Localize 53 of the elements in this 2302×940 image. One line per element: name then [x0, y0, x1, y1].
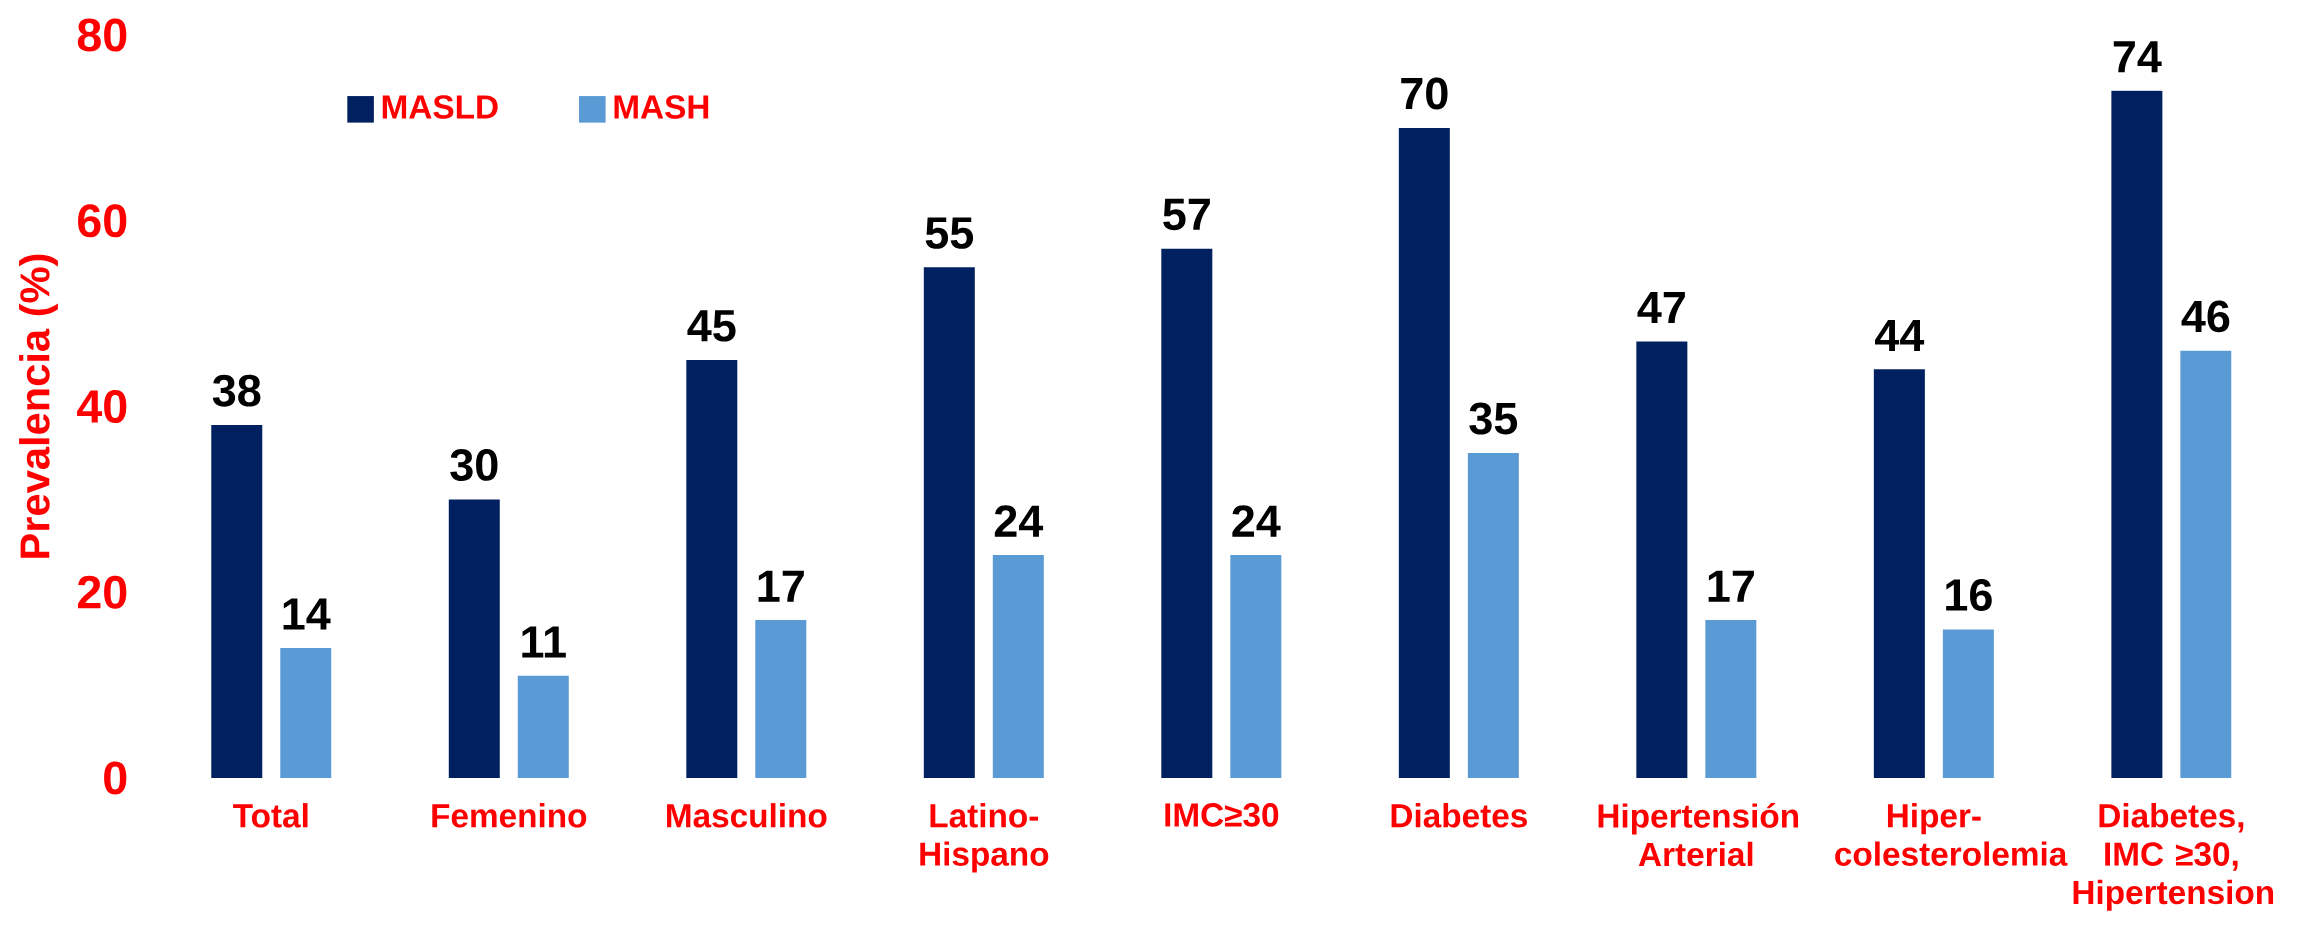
x-tick-label: Hipertensión Arterial	[1598, 803, 1799, 867]
bar	[923, 267, 975, 778]
data-label: 11	[522, 626, 566, 658]
data-label: 24	[1232, 505, 1281, 537]
bar	[448, 499, 500, 778]
bar	[280, 647, 332, 778]
data-label: 47	[1637, 292, 1685, 324]
x-tick-label: Masculino	[667, 803, 827, 828]
data-label: 16	[1946, 579, 1992, 611]
data-label: 30	[450, 449, 498, 481]
y-tick-label: 40	[77, 389, 127, 424]
bar	[1398, 127, 1450, 778]
x-tick-label: Femenino	[432, 803, 587, 828]
bar	[1873, 369, 1925, 778]
data-label: 55	[925, 217, 974, 249]
data-label: 45	[687, 310, 736, 342]
x-tick-label: IMC≥30	[1165, 803, 1279, 827]
bar	[992, 555, 1044, 778]
bar	[517, 675, 569, 778]
data-label: 14	[283, 598, 331, 630]
data-label: 24	[994, 505, 1044, 537]
bar	[1636, 341, 1688, 778]
x-tick-label: Diabetes, IMC ≥30, Hipertension	[2073, 803, 2274, 911]
x-tick-label: Hiper-colesterolemia	[1835, 803, 2068, 866]
x-tick-label: Diabetes	[1391, 803, 1527, 828]
bar	[755, 620, 807, 778]
bar	[1161, 248, 1213, 778]
data-label: 17	[1708, 570, 1754, 602]
bar	[211, 425, 263, 778]
y-tick-label: 80	[77, 18, 127, 52]
bar	[2180, 350, 2232, 778]
data-label: 74	[2113, 41, 2162, 73]
bar	[1230, 555, 1282, 778]
bar	[2111, 90, 2163, 778]
bar	[1942, 629, 1994, 778]
legend-label: MASH	[614, 95, 709, 119]
data-label: 17	[758, 570, 804, 602]
data-label: 35	[1469, 402, 1518, 435]
y-tick-label: 60	[78, 204, 127, 238]
x-tick-label: Total	[233, 803, 308, 828]
bar	[1705, 620, 1757, 778]
x-tick-label: Latino-Hispano	[920, 803, 1049, 873]
data-label: 57	[1163, 198, 1210, 231]
bar	[1467, 452, 1519, 778]
data-label: 38	[212, 374, 261, 407]
data-label: 44	[1875, 319, 1925, 351]
y-tick-label: 0	[104, 761, 127, 795]
y-axis-title: Prevalencia (%)	[19, 254, 58, 558]
y-tick-label: 20	[77, 575, 127, 609]
data-label: 70	[1401, 77, 1448, 110]
legend-label: MASLD	[382, 95, 498, 119]
bar	[686, 360, 738, 778]
data-label: 46	[2181, 300, 2230, 333]
